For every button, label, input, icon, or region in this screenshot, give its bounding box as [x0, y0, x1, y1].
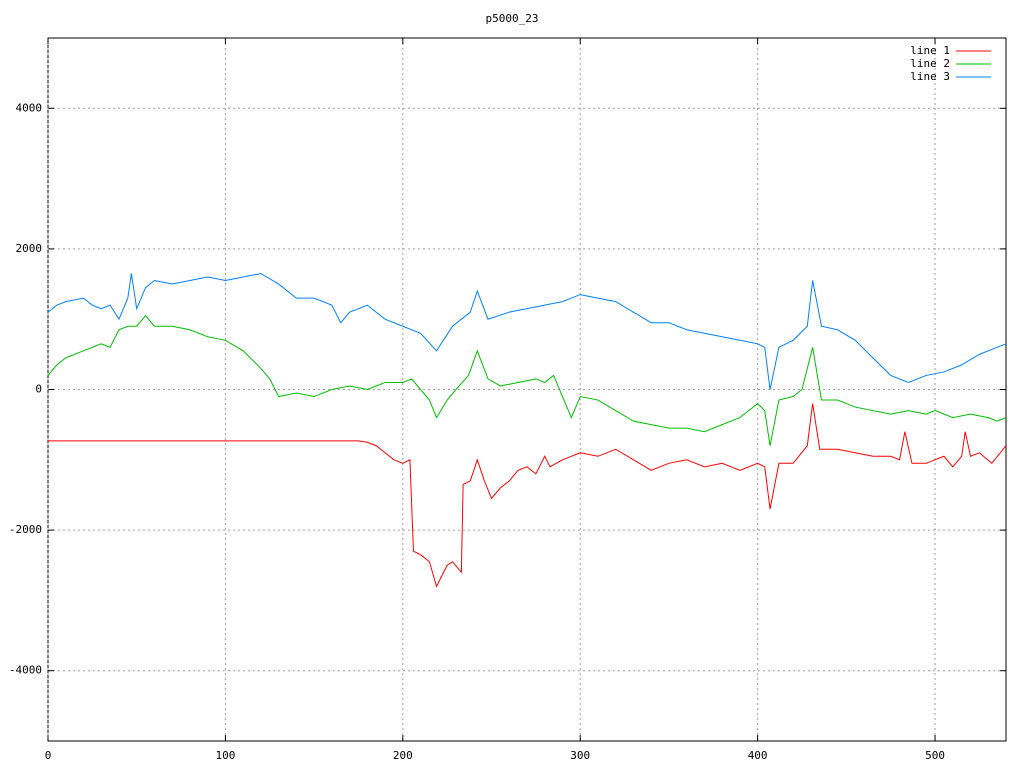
x-tick-label: 400 — [748, 749, 768, 762]
legend-label: line 3 — [910, 70, 950, 83]
x-tick-label: 200 — [393, 749, 413, 762]
x-tick-label: 0 — [45, 749, 52, 762]
data-line — [47, 314, 1007, 446]
data-line — [48, 403, 1007, 588]
x-tick-label: 300 — [570, 749, 590, 762]
legend-label: line 2 — [910, 57, 950, 70]
y-tick-label: 4000 — [16, 101, 43, 114]
data-line — [47, 272, 1007, 390]
y-tick-label: -4000 — [9, 664, 42, 677]
legend-label: line 1 — [910, 44, 950, 57]
chart-title: p5000_23 — [486, 12, 539, 25]
y-tick-label: 0 — [35, 383, 42, 396]
x-tick-label: 500 — [925, 749, 945, 762]
y-tick-label: -2000 — [9, 523, 42, 536]
x-tick-label: 100 — [215, 749, 235, 762]
y-tick-label: 2000 — [16, 242, 43, 255]
